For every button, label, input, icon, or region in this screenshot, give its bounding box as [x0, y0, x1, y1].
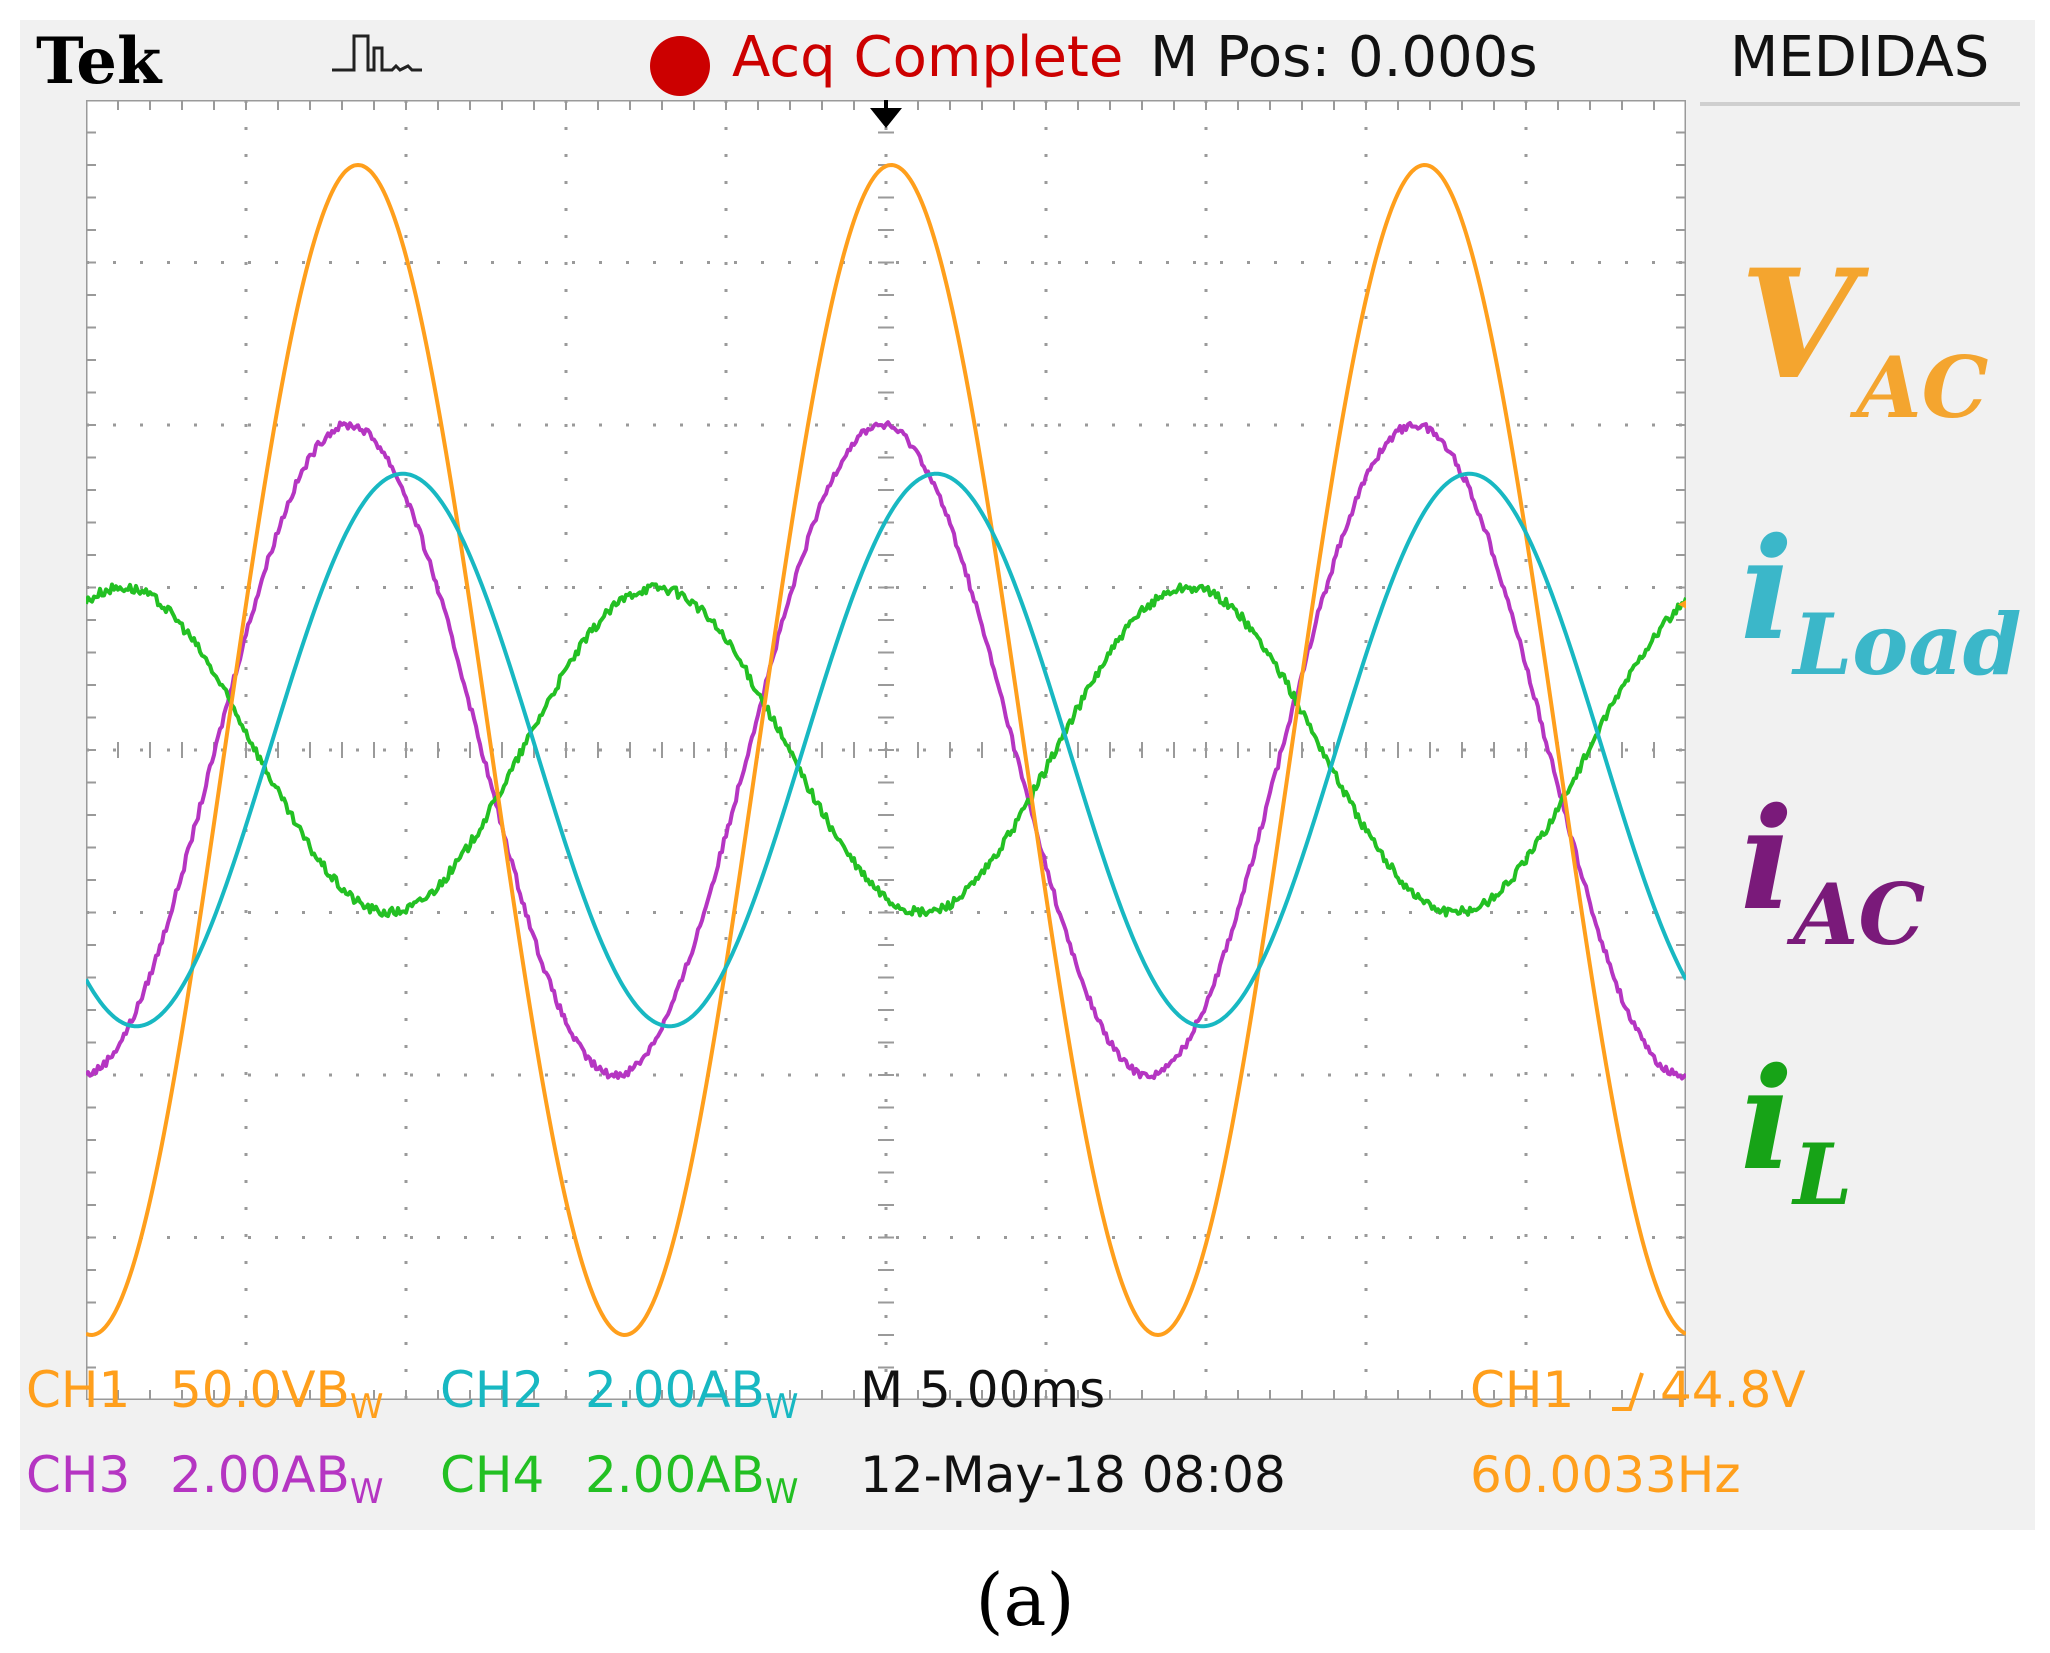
- ch3-scale: 2.00ABW: [170, 1446, 384, 1512]
- frequency-readout: 60.0033Hz: [1470, 1446, 1741, 1504]
- menu-divider: [1700, 102, 2020, 106]
- ch4-name: CH4: [440, 1446, 545, 1504]
- date-time: 12-May-18 08:08: [860, 1446, 1286, 1504]
- waveform-ch3: [86, 420, 1686, 1081]
- figure-caption: (a): [975, 1558, 1075, 1642]
- trigger-level: 44.8V: [1660, 1361, 1806, 1419]
- ch3-name: CH3: [26, 1446, 131, 1504]
- ch4-scale: 2.00ABW: [585, 1446, 799, 1512]
- acquisition-status: Acq Complete: [732, 25, 1124, 90]
- trigger-level-marker: [1678, 600, 1686, 609]
- ch2-name: CH2: [440, 1361, 545, 1419]
- ch1-scale: 50.0VBW: [170, 1361, 384, 1427]
- timebase: M 5.00ms: [860, 1361, 1106, 1419]
- waveform-ch4: [86, 582, 1686, 919]
- menu-title[interactable]: MEDIDAS: [1730, 25, 1990, 90]
- acquisition-status-icon: [650, 36, 710, 96]
- waveform-display: [86, 100, 1686, 1400]
- label-vac: VAC: [1740, 237, 1989, 437]
- horizontal-position: M Pos: 0.000s: [1150, 25, 1538, 90]
- label-il: iL: [1740, 1038, 1853, 1224]
- pulse-waveform-icon: [332, 28, 422, 88]
- label-iac: iAC: [1740, 778, 1926, 964]
- waveform-ch1: [86, 163, 1686, 1337]
- label-iload: iLoad: [1740, 508, 2022, 694]
- trigger-slope-icon: [1610, 1365, 1650, 1423]
- trigger-source: CH1: [1470, 1361, 1575, 1419]
- ch2-scale: 2.00ABW: [585, 1361, 799, 1427]
- brand-logo: Tek: [36, 24, 162, 99]
- oscilloscope-screen: Tek Acq Complete M Pos: 0.000s MEDIDAS C…: [20, 20, 2035, 1530]
- waveform-ch2: [86, 471, 1686, 1029]
- trigger-position-marker: [870, 108, 902, 128]
- ch1-name: CH1: [26, 1361, 131, 1419]
